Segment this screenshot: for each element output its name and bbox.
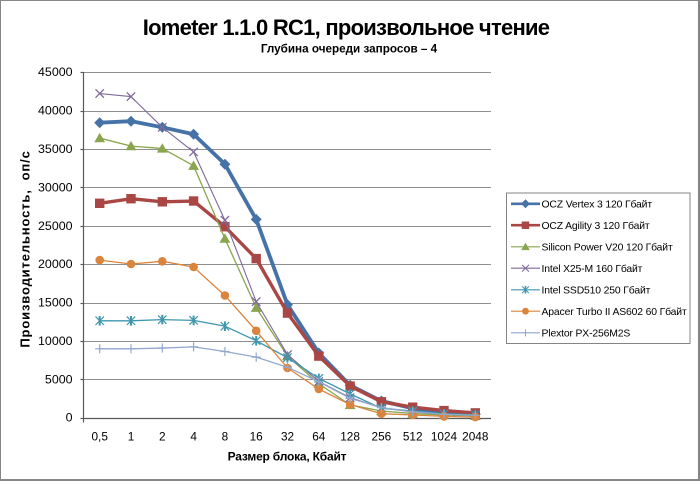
- svg-text:2: 2: [159, 430, 166, 444]
- svg-text:1024: 1024: [431, 430, 458, 444]
- svg-text:40000: 40000: [38, 104, 73, 118]
- svg-text:OCZ Agility 3 120 Гбайт: OCZ Agility 3 120 Гбайт: [542, 220, 650, 232]
- svg-text:4: 4: [190, 430, 197, 444]
- svg-text:Intel SSD510 250 Гбайт: Intel SSD510 250 Гбайт: [542, 284, 651, 296]
- svg-text:Apacer Turbo II AS602 60 Гбайт: Apacer Turbo II AS602 60 Гбайт: [542, 306, 687, 318]
- svg-text:8: 8: [222, 430, 229, 444]
- svg-text:32: 32: [281, 430, 294, 444]
- svg-text:0: 0: [66, 411, 73, 425]
- svg-text:Iometer 1.1.0 RC1, произвольно: Iometer 1.1.0 RC1, произвольное чтение: [143, 15, 550, 40]
- svg-text:Глубина очереди запросов – 4: Глубина очереди запросов – 4: [261, 43, 438, 56]
- svg-text:5000: 5000: [45, 372, 73, 386]
- svg-text:35000: 35000: [38, 142, 73, 156]
- svg-text:Производительность, оп/с: Производительность, оп/с: [18, 150, 33, 347]
- svg-text:1: 1: [128, 430, 135, 444]
- svg-text:512: 512: [403, 430, 423, 444]
- svg-text:Plextor PX-256M2S: Plextor PX-256M2S: [542, 328, 631, 339]
- svg-text:0,5: 0,5: [91, 430, 108, 444]
- svg-text:Размер блока, Кбайт: Размер блока, Кбайт: [228, 450, 347, 464]
- svg-text:45000: 45000: [38, 65, 73, 79]
- svg-text:16: 16: [250, 430, 264, 444]
- svg-text:256: 256: [372, 430, 392, 444]
- svg-text:15000: 15000: [38, 296, 73, 310]
- svg-text:OCZ Vertex 3 120 Гбайт: OCZ Vertex 3 120 Гбайт: [542, 198, 653, 210]
- svg-text:25000: 25000: [38, 219, 73, 233]
- svg-text:64: 64: [312, 430, 326, 444]
- svg-text:Intel X25-M 160 Гбайт: Intel X25-M 160 Гбайт: [542, 263, 643, 275]
- svg-text:20000: 20000: [38, 257, 73, 271]
- svg-text:30000: 30000: [38, 180, 73, 194]
- svg-text:2048: 2048: [462, 430, 489, 444]
- svg-text:128: 128: [340, 430, 360, 444]
- svg-text:10000: 10000: [38, 334, 73, 348]
- svg-text:Silicon Power V20 120 Гбайт: Silicon Power V20 120 Гбайт: [542, 241, 673, 253]
